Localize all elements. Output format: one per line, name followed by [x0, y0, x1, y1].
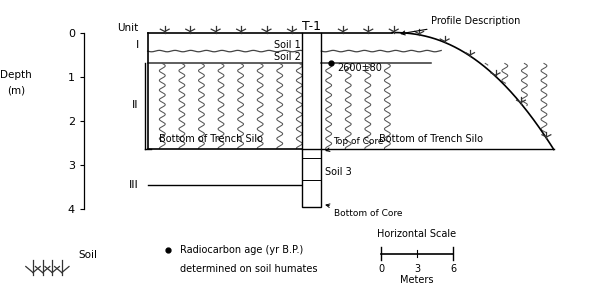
Text: Bottom of Core: Bottom of Core	[326, 204, 402, 218]
Text: (m): (m)	[7, 86, 25, 96]
Text: Unit: Unit	[118, 23, 139, 33]
Text: determined on soil humates: determined on soil humates	[180, 264, 317, 274]
Bar	[302, 150, 322, 207]
Text: Horizontal Scale: Horizontal Scale	[377, 229, 457, 239]
Text: Profile Description: Profile Description	[401, 16, 521, 35]
Text: Depth: Depth	[0, 70, 32, 80]
Text: Soil 3: Soil 3	[325, 166, 352, 176]
Text: 0: 0	[378, 264, 384, 274]
Text: Radiocarbon age (yr B.P.): Radiocarbon age (yr B.P.)	[180, 245, 303, 255]
Text: 6: 6	[450, 264, 456, 274]
Text: T-1: T-1	[302, 20, 321, 33]
Text: II: II	[133, 100, 139, 110]
Text: Top of Core: Top of Core	[326, 137, 384, 151]
Text: I: I	[136, 40, 139, 50]
Text: Meters: Meters	[400, 275, 434, 285]
Text: 2600±80: 2600±80	[337, 64, 382, 74]
Text: Soil: Soil	[78, 250, 97, 260]
Text: Soil 1: Soil 1	[274, 40, 301, 50]
Text: Bottom of Trench Silo: Bottom of Trench Silo	[379, 134, 484, 144]
Text: 3: 3	[414, 264, 420, 274]
Text: Soil 2: Soil 2	[274, 52, 301, 62]
Text: III: III	[129, 180, 139, 190]
Text: Bottom of Trench Silo: Bottom of Trench Silo	[159, 134, 263, 144]
